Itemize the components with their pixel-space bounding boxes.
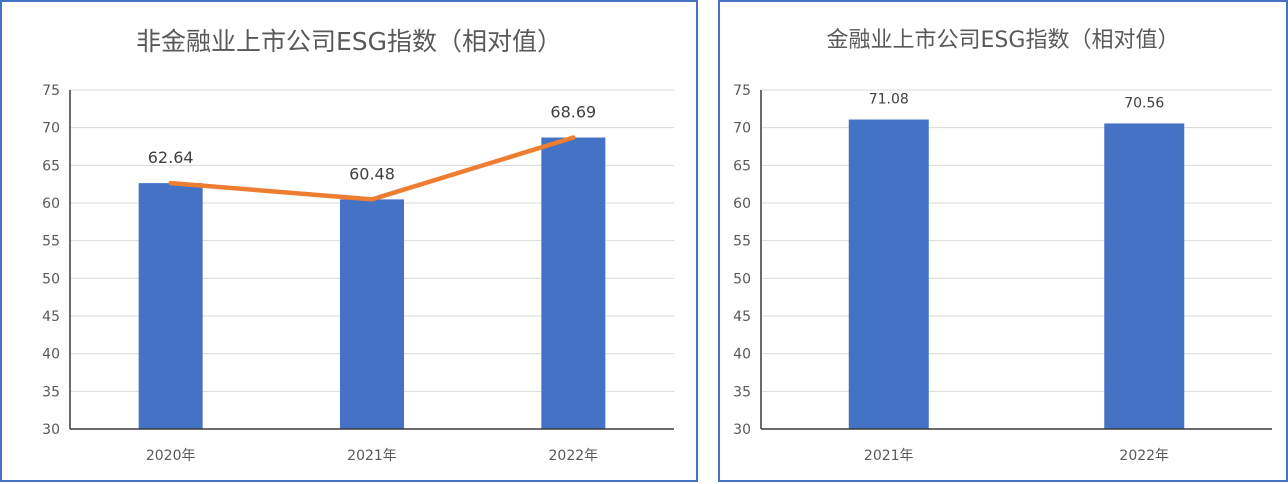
bar	[1104, 123, 1185, 429]
y-tick-label: 65	[733, 158, 751, 174]
chart-right-panel: 金融业上市公司ESG指数（相对值） 30 35 40 45 50 55 60 65 70 75 71…	[718, 0, 1288, 482]
y-tick-label: 30	[42, 422, 60, 438]
y-tick-label: 45	[42, 309, 60, 325]
bar	[848, 119, 929, 429]
chart-left-plot: 30 35 40 45 50 55 60 65 70 75 62.64 60.48 68.69 2020年…	[42, 83, 674, 464]
data-label: 62.64	[148, 148, 194, 167]
data-label: 68.69	[550, 103, 596, 122]
y-tick-label: 65	[42, 158, 60, 174]
chart-left-panel: 非金融业上市公司ESG指数（相对值） 30 35 40 45 50 55 60 65 70 75 6…	[0, 0, 698, 482]
x-tick-label: 2020年	[146, 448, 196, 464]
y-tick-label: 55	[42, 234, 60, 250]
y-tick-label: 55	[733, 234, 751, 250]
y-tick-label: 70	[42, 121, 60, 137]
y-tick-label: 30	[733, 422, 751, 438]
x-tick-label: 2022年	[1119, 448, 1169, 464]
y-tick-label: 35	[733, 384, 751, 400]
bar	[340, 199, 404, 429]
y-tick-label: 75	[42, 83, 60, 99]
chart-title: 金融业上市公司ESG指数（相对值）	[826, 28, 1180, 53]
chart-title: 非金融业上市公司ESG指数（相对值）	[135, 27, 563, 56]
y-tick-label: 35	[42, 384, 60, 400]
x-tick-label: 2021年	[347, 448, 397, 464]
x-tick-label: 2022年	[549, 448, 599, 464]
y-tick-label: 45	[733, 309, 751, 325]
y-tick-label: 70	[733, 121, 751, 137]
y-tick-label: 75	[733, 83, 751, 99]
series-line	[168, 135, 576, 202]
chart-right-plot: 30 35 40 45 50 55 60 65 70 75 71.08 70.56 2021年 2022年	[733, 83, 1272, 464]
y-tick-label: 40	[42, 347, 60, 363]
data-label: 71.08	[869, 92, 909, 108]
y-tick-label: 50	[733, 271, 751, 287]
y-tick-label: 40	[733, 347, 751, 363]
x-tick-label: 2021年	[864, 448, 914, 464]
y-tick-label: 50	[42, 271, 60, 287]
data-label: 60.48	[349, 164, 395, 183]
bar	[541, 137, 606, 429]
y-tick-label: 60	[42, 196, 60, 212]
bar	[138, 183, 203, 429]
data-label: 70.56	[1124, 95, 1164, 111]
y-tick-label: 60	[733, 196, 751, 212]
